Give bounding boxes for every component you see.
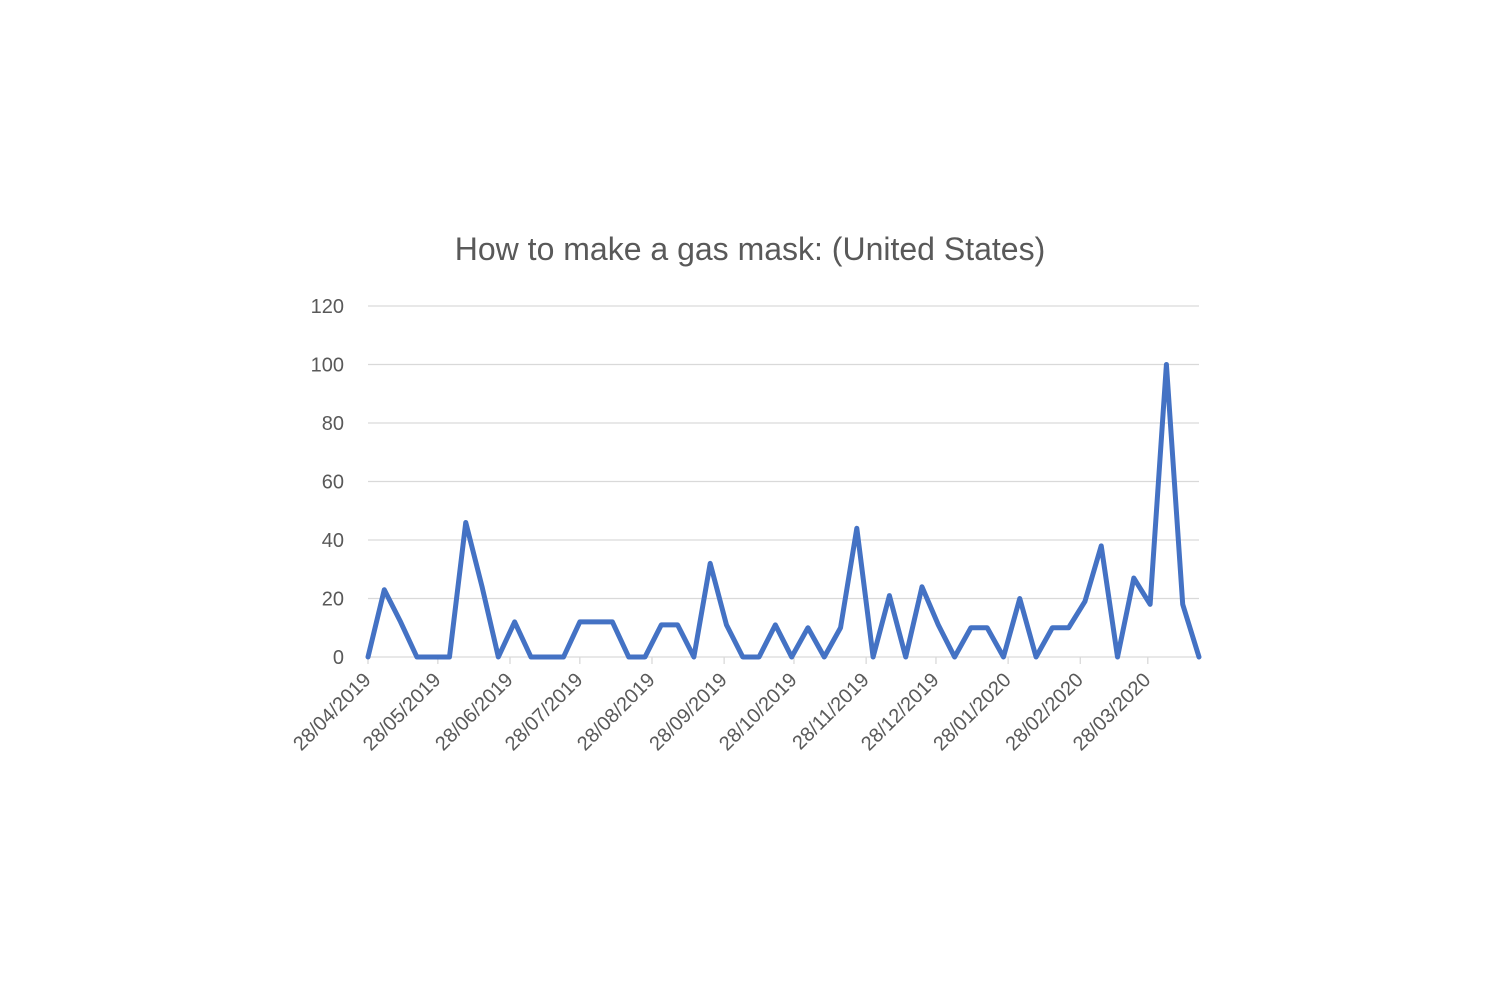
y-tick-label: 80 (322, 413, 344, 435)
series-line (365, 362, 1202, 660)
y-axis-tick-labels: 0 20 40 60 80 100 120 (311, 296, 344, 669)
y-tick-label: 120 (311, 296, 344, 318)
y-tick-label: 20 (322, 589, 344, 611)
y-tick-label: 100 (311, 355, 344, 377)
y-tick-label: 60 (322, 472, 344, 494)
y-tick-label: 0 (333, 647, 344, 669)
gridlines (368, 305, 1199, 600)
chart-title: How to make a gas mask: (United States) (455, 231, 1045, 267)
series-layer (365, 362, 1202, 660)
y-tick-label: 40 (322, 530, 344, 552)
x-axis: 28/04/201928/05/201928/06/201928/07/2019… (289, 656, 1199, 755)
